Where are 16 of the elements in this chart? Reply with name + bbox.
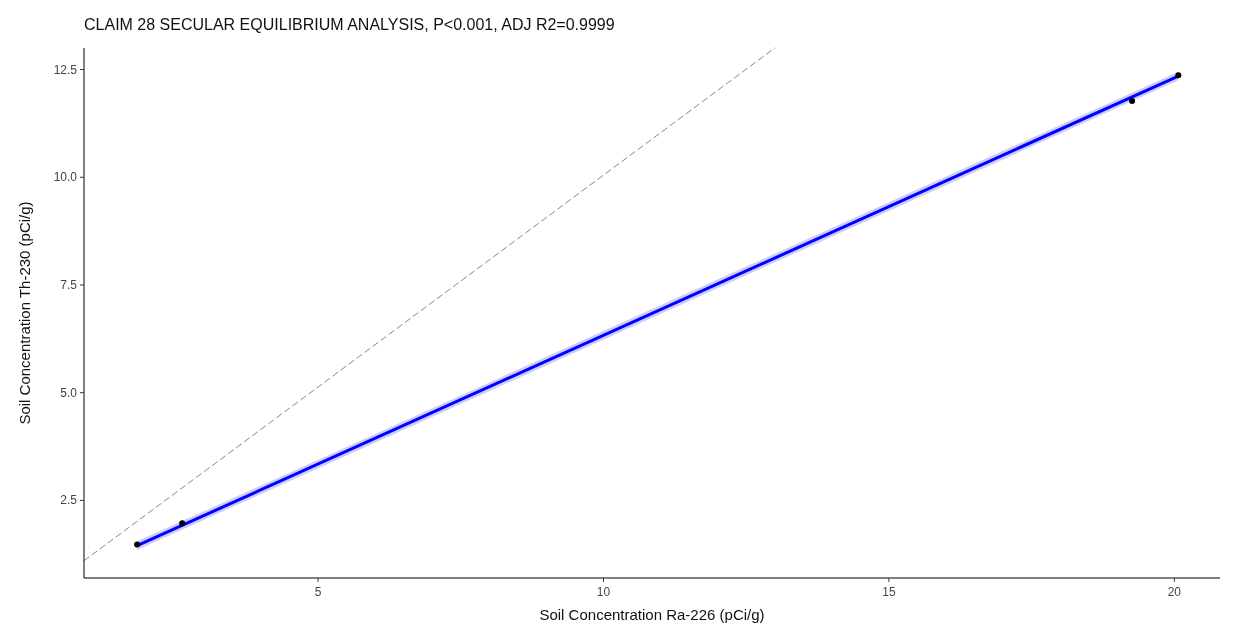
point [1175, 72, 1182, 79]
x-tick-label: 20 [1167, 585, 1182, 599]
chart-title: CLAIM 28 SECULAR EQUILIBRIUM ANALYSIS, P<0.001, ADJ R2=0.9999 [84, 16, 615, 33]
x-tick-label: 15 [882, 585, 896, 599]
y-tick-label: 10.0 [53, 170, 78, 185]
y-tick-label: 2.5 [60, 493, 78, 508]
x-axis-title: Soil Concentration Ra-226 (pCi/g) [539, 606, 765, 623]
y-tick-label: 7.5 [60, 277, 78, 292]
x-tick-label: 10 [596, 585, 611, 599]
y-tick-label: 5.0 [60, 385, 78, 400]
y-tick-label: 12.5 [53, 62, 78, 77]
point [179, 520, 186, 527]
x-tick-label: 5 [314, 585, 322, 599]
y-axis-title: Soil Concentration Th-230 (pCi/g) [16, 201, 33, 425]
point [134, 541, 141, 548]
point [1129, 98, 1136, 104]
